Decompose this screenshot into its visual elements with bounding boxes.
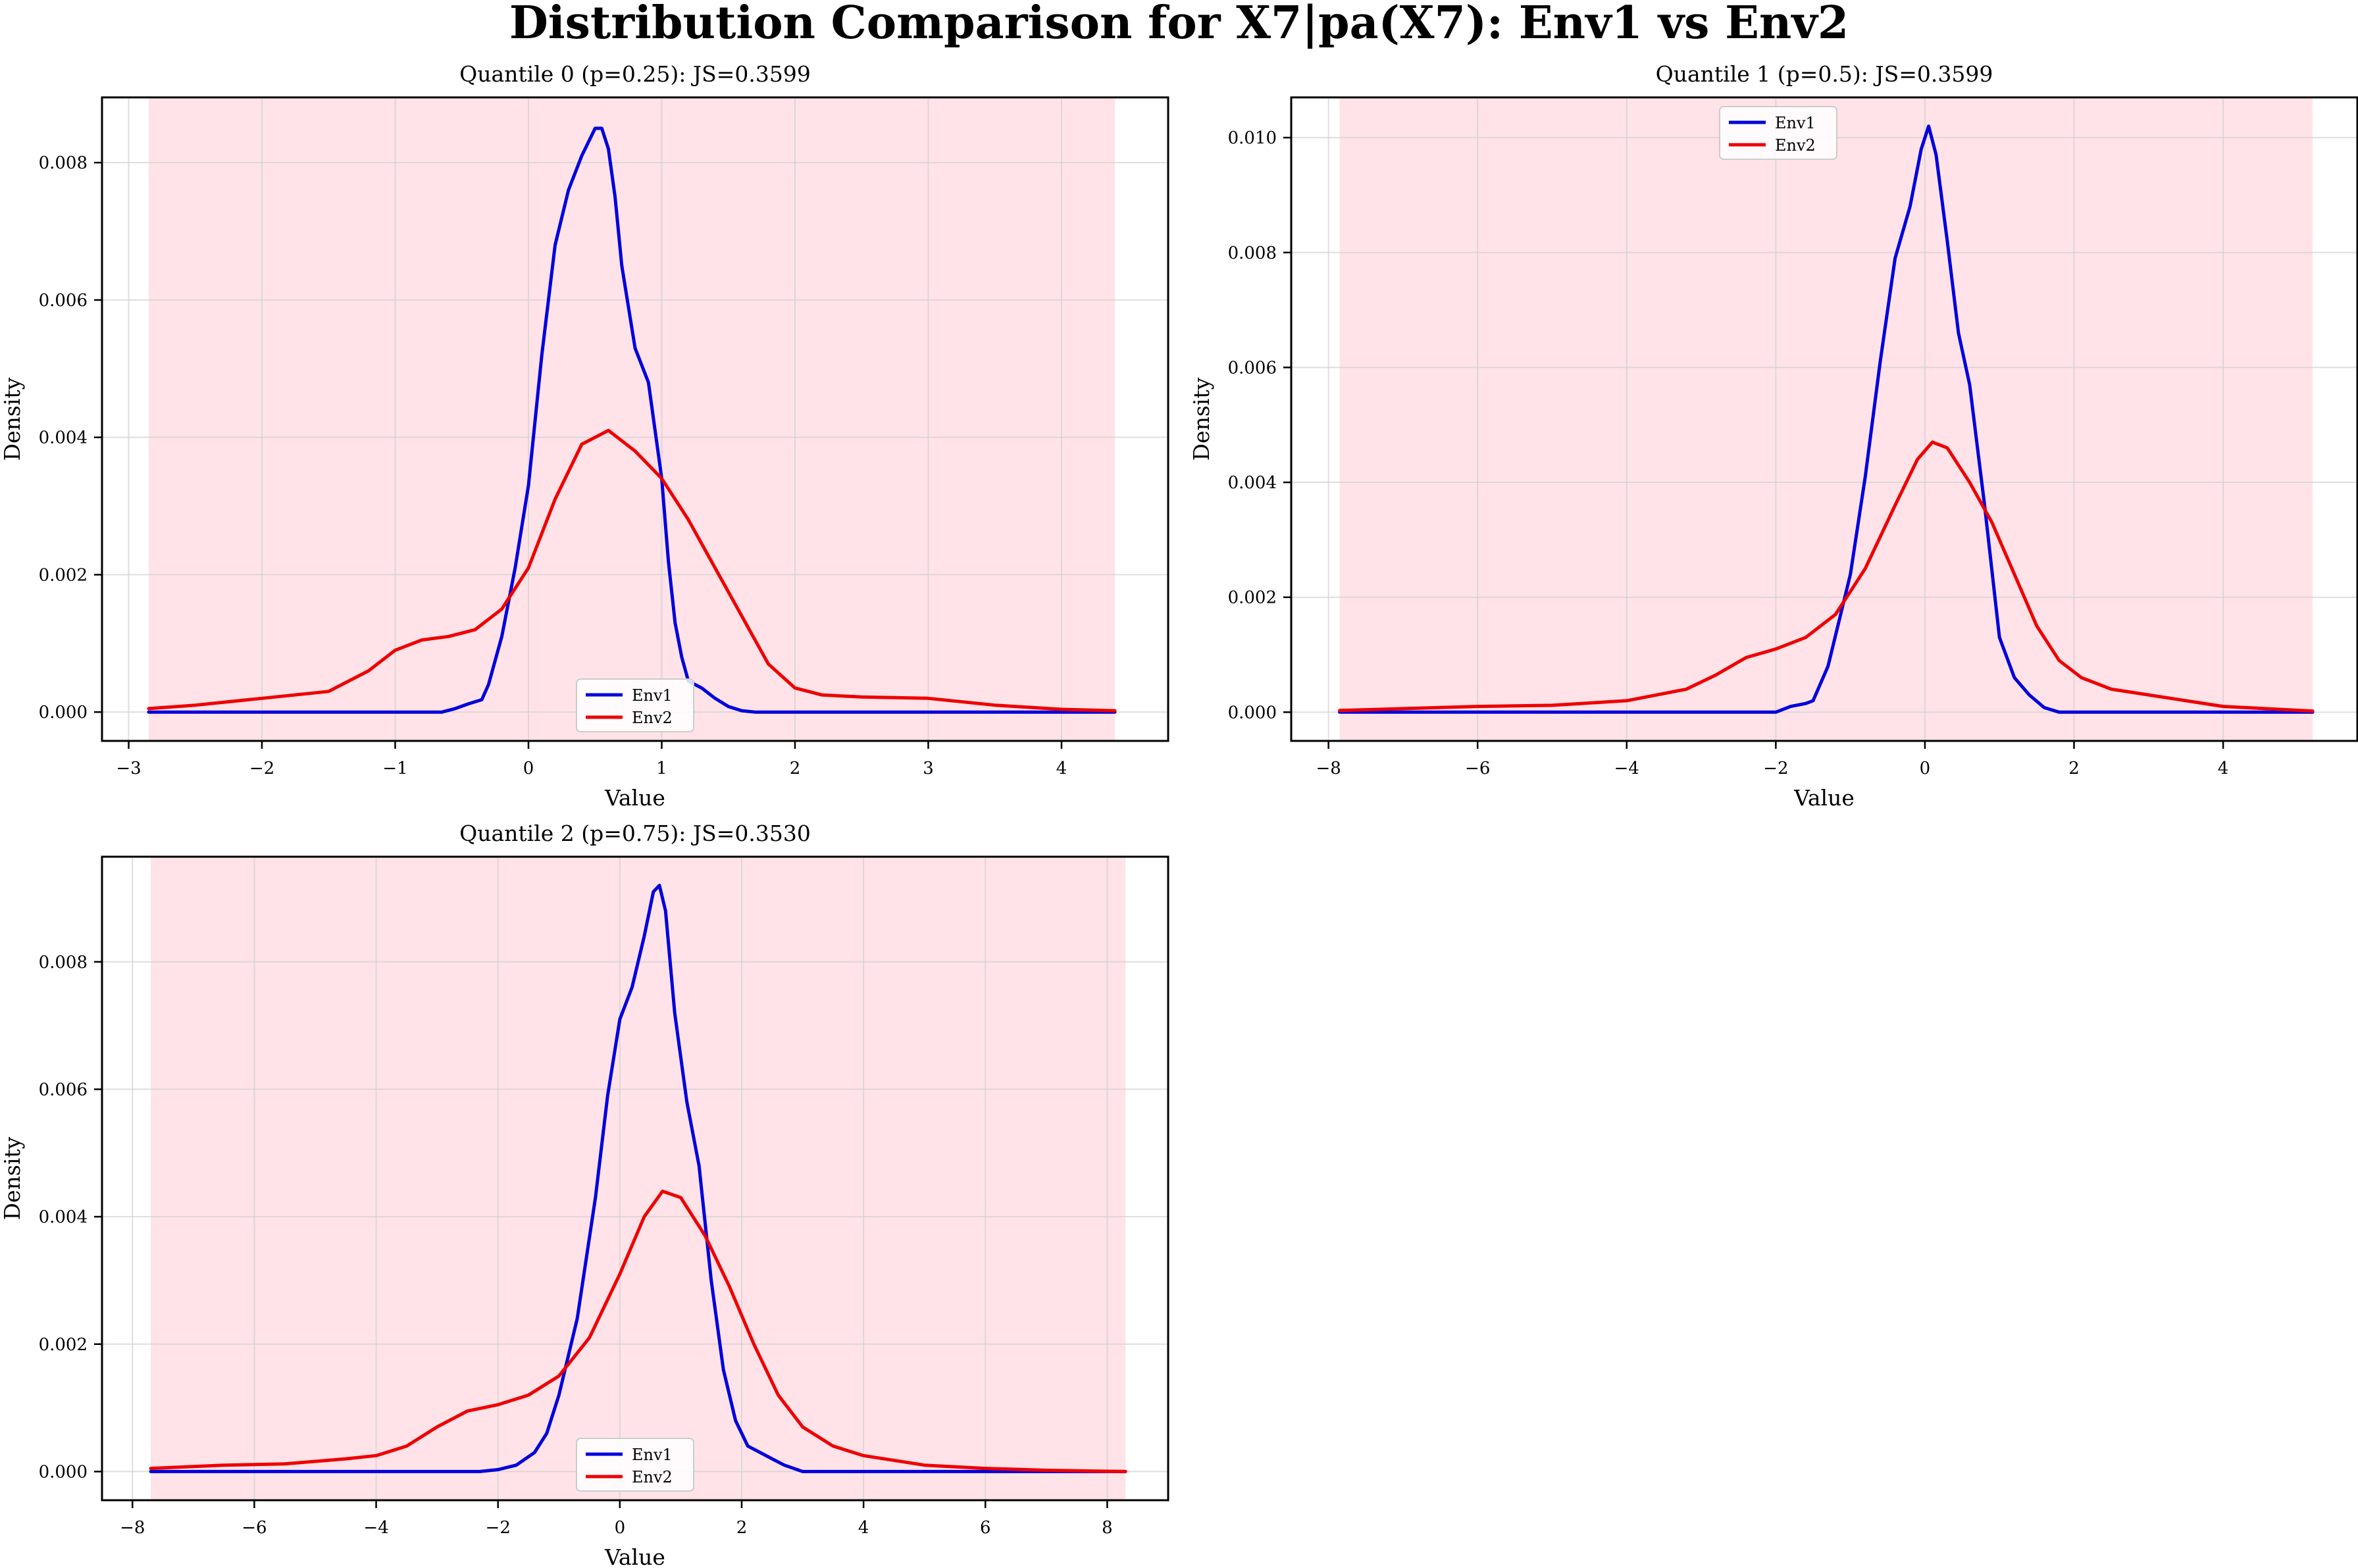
x-tick-label-q2: 8 (1102, 1518, 1113, 1538)
shaded-region-q1 (1339, 97, 2313, 741)
legend-label-env2-q1: Env2 (1775, 136, 1816, 155)
legend-q2: Env1 Env2 (576, 1438, 694, 1492)
x-tick-label-q2: −6 (242, 1518, 267, 1538)
legend-label-env2-q2: Env2 (632, 1468, 673, 1486)
y-tick-label-q0: 0.004 (39, 428, 88, 448)
y-tick-label-q1: 0.006 (1228, 358, 1277, 378)
subplot-q1: −8 −6 −4 −2 0 2 4 0.000 0.002 0.004 0.006 0.008 0.01… (1189, 61, 2358, 811)
axes-frame-q2 (101, 855, 1169, 1502)
x-axis-label-q1: Value (1793, 785, 1855, 811)
legend-label-env1-q1: Env1 (1775, 114, 1816, 132)
subplot-title-q0: Quantile 0 (p=0.25): JS=0.3599 (459, 61, 811, 87)
x-tick-label-q2: −2 (486, 1518, 511, 1538)
subplot-title-q1: Quantile 1 (p=0.5): JS=0.3599 (1656, 61, 1993, 87)
legend-label-env1-q0: Env1 (632, 686, 673, 705)
x-tick-label-q0: 0 (523, 759, 534, 778)
x-tick-label-q1: −2 (1763, 759, 1788, 778)
y-tick-label-q0: 0.000 (39, 703, 88, 722)
x-tick-label-q2: 6 (980, 1518, 991, 1538)
legend-label-env2-q0: Env2 (632, 709, 673, 727)
shaded-region-q0 (148, 97, 1115, 741)
y-tick-label-q0: 0.002 (39, 565, 88, 585)
x-tick-label-q1: 0 (1920, 759, 1931, 778)
series-line-env1-q0 (147, 126, 1117, 714)
legend-q0: Env1 Env2 (576, 678, 694, 732)
x-tick-label-q0: 4 (1056, 759, 1067, 778)
axes-frame-q1 (1290, 96, 2358, 742)
shaded-region-q2 (151, 857, 1126, 1500)
subplot-title-q2: Quantile 2 (p=0.75): JS=0.3530 (459, 821, 811, 846)
series-line-env2-q0 (147, 428, 1117, 713)
y-tick-label-q1: 0.008 (1228, 243, 1277, 263)
x-tick-label-q1: −6 (1465, 759, 1490, 778)
legend-label-env1-q2: Env1 (632, 1446, 673, 1464)
x-tick-label-q2: 4 (858, 1518, 869, 1538)
x-tick-label-q0: −2 (249, 759, 274, 778)
subplot-q2: −8 −6 −4 −2 0 2 4 6 8 0.000 0.002 0.004 0.006 0.008 Qu… (0, 821, 1169, 1568)
y-axis-label-q1: Density (1189, 377, 1214, 461)
x-tick-label-q0: 2 (790, 759, 801, 778)
x-tick-label-q2: 0 (615, 1518, 626, 1538)
x-tick-label-q0: 1 (656, 759, 667, 778)
x-tick-label-q0: 3 (923, 759, 934, 778)
x-tick-label-q2: 2 (736, 1518, 748, 1538)
y-tick-label-q2: 0.002 (39, 1335, 88, 1355)
x-tick-label-q0: −1 (382, 759, 407, 778)
x-tick-label-q1: −8 (1316, 759, 1341, 778)
y-tick-label-q2: 0.008 (39, 953, 88, 973)
subplot-q0: −3 −2 −1 0 1 2 3 4 0.000 0.002 0.004 0.006 0.008 Quan… (0, 61, 1169, 811)
y-axis-label-q0: Density (0, 377, 25, 461)
y-tick-label-q2: 0.004 (39, 1207, 88, 1227)
y-tick-label-q0: 0.006 (39, 291, 88, 311)
x-tick-label-q0: −3 (116, 759, 141, 778)
y-tick-label-q2: 0.000 (39, 1462, 88, 1482)
y-tick-label-q2: 0.006 (39, 1080, 88, 1100)
y-tick-label-q1: 0.002 (1228, 588, 1277, 608)
x-tick-label-q1: 4 (2218, 759, 2229, 778)
y-tick-label-q1: 0.004 (1228, 473, 1277, 493)
series-line-env1-q1 (1338, 124, 2315, 714)
x-axis-label-q2: Value (604, 1544, 665, 1568)
series-line-env2-q2 (149, 1189, 1127, 1473)
y-tick-label-q0: 0.008 (39, 153, 88, 173)
x-tick-label-q1: −4 (1614, 759, 1639, 778)
x-axis-label-q0: Value (604, 785, 665, 811)
series-line-env1-q2 (149, 884, 1127, 1473)
series-line-env2-q1 (1338, 440, 2315, 713)
x-tick-label-q2: −4 (363, 1518, 388, 1538)
y-tick-label-q1: 0.010 (1228, 128, 1277, 148)
x-tick-label-q1: 2 (2068, 759, 2080, 778)
x-tick-label-q2: −8 (120, 1518, 145, 1538)
legend-q1: Env1 Env2 (1719, 106, 1837, 160)
y-axis-label-q2: Density (0, 1136, 25, 1220)
figure-title: Distribution Comparison for X7|pa(X7): E… (509, 0, 1849, 49)
y-tick-label-q1: 0.000 (1228, 703, 1277, 722)
axes-frame-q0 (101, 96, 1169, 742)
